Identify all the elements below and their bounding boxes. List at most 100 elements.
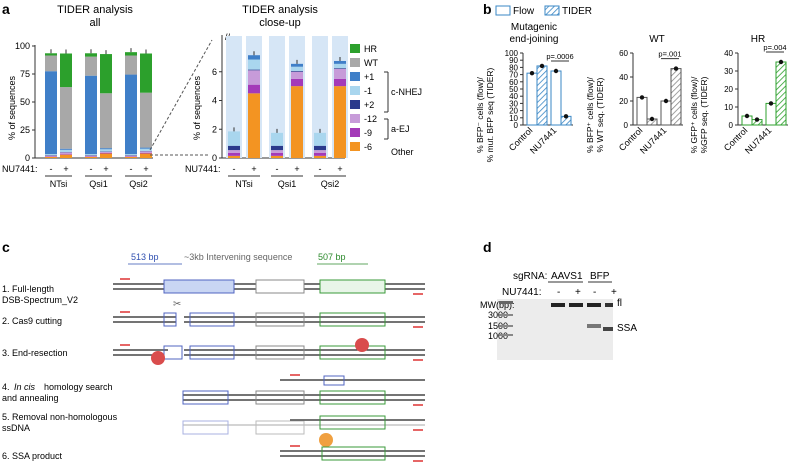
bar-segment--12 — [45, 155, 57, 157]
panel-d-gel: sgRNA: AAVS1 BFP NU7441: - + - + MW(bp):… — [480, 271, 637, 360]
y-tick-label: 20 — [619, 97, 628, 106]
bar-segment--6 — [85, 156, 97, 158]
step-4-italic: In cis — [14, 382, 36, 392]
ladder-band — [499, 325, 513, 327]
bar-segment--9 — [125, 156, 137, 157]
bar-segment-HR — [45, 53, 57, 56]
bar-segment-WT — [125, 55, 137, 75]
mw-3000: 3000 — [488, 310, 508, 320]
y-tick-label: 0 — [25, 153, 30, 163]
bar-segment--9 — [60, 154, 72, 155]
exonuclease-icon — [151, 351, 165, 365]
y-tick-label: 4 — [212, 96, 217, 106]
bar-segment--9 — [85, 156, 97, 157]
y-axis-label-2b: % WT seq. (TIDER) — [595, 77, 605, 152]
x-label-nu7441: NU7441 — [528, 125, 558, 155]
data-point — [778, 59, 784, 65]
y-axis-label: % of sequences — [192, 75, 202, 140]
nu7441-sign: + — [103, 164, 108, 174]
fl-band — [551, 303, 565, 307]
nu7441-label: NU7441: — [2, 164, 38, 174]
step-6-label: 6. SSA product — [2, 451, 63, 461]
data-point — [663, 98, 669, 104]
nu7441-sign: - — [276, 164, 279, 174]
lane-sign: - — [557, 287, 560, 298]
bar-segment--6 — [314, 155, 326, 158]
lane-sign: - — [593, 287, 596, 298]
y-tick-label: 60 — [619, 49, 628, 58]
construct-ssa-product — [280, 445, 425, 462]
group-label: Qsi1 — [89, 179, 108, 189]
data-point — [529, 70, 535, 76]
ssa-band — [603, 327, 613, 331]
bar-segment--9 — [248, 84, 260, 94]
bar-segment--1 — [125, 154, 137, 156]
y-tick-label: 30 — [724, 67, 733, 76]
bar-segment-+2 — [228, 145, 240, 151]
nu7441-sign: - — [130, 164, 133, 174]
bar-segment--1 — [291, 66, 303, 72]
flow-bar — [660, 100, 672, 126]
group-label: Qsi2 — [321, 179, 340, 189]
data-point — [649, 116, 655, 122]
legend-brackets: c-NHEJ a-EJ Other — [384, 71, 422, 157]
bar-segment--6 — [248, 93, 260, 158]
bar-segment-HR — [125, 52, 137, 56]
flow-bar — [636, 96, 648, 126]
ssa-band — [587, 324, 601, 328]
bar-segment--9 — [314, 152, 326, 156]
data-point — [639, 95, 645, 100]
flow-bar — [765, 102, 777, 126]
bar-segment-+2 — [248, 69, 260, 71]
bar-segment-WT — [60, 87, 72, 149]
chart-title: WT — [649, 34, 665, 45]
legend-label: -6 — [364, 142, 372, 152]
bar-segment-+1 — [85, 75, 97, 155]
y-tick-label: 40 — [509, 92, 518, 101]
legend-label: -12 — [364, 114, 377, 124]
p-value: p=.001 — [658, 50, 681, 59]
bar-segment--9 — [334, 78, 346, 87]
bar-segment-HR — [140, 53, 152, 93]
y-tick-label: 6 — [212, 67, 217, 77]
y-tick-label: 0 — [729, 121, 734, 130]
y-tick-label: 10 — [509, 114, 518, 123]
ladder-band — [499, 301, 513, 304]
bar-segment--9 — [271, 152, 283, 156]
gel-image — [497, 299, 613, 360]
y-tick-label: 75 — [20, 69, 30, 79]
panel-label-c: c — [2, 239, 10, 255]
y-axis-label-2: % BFP⁺ cells (flow)/ — [585, 76, 595, 152]
step-4-label: homology search — [44, 382, 113, 392]
nu7441-sign: - — [319, 164, 322, 174]
bar-segment--12 — [125, 155, 137, 157]
bar-segment--6 — [228, 155, 240, 158]
step-1-label-2: DSB-Spectrum_V2 — [2, 295, 78, 305]
y-tick-label: 0 — [212, 153, 217, 163]
bar-segment-+1 — [248, 55, 260, 60]
legend-label: +1 — [364, 72, 374, 82]
nu7441-sign: + — [337, 164, 342, 174]
group-label: Qsi1 — [278, 179, 297, 189]
bar-segment--9 — [291, 78, 303, 87]
nu7441-sign: + — [294, 164, 299, 174]
y-axis-label-1: % BFP⁻ cells (flow)/ — [475, 76, 485, 152]
nu7441-label: NU7441: — [502, 287, 541, 298]
column-background — [312, 36, 328, 158]
y-axis-label-1b: % mut. BFP seq (TIDER) — [485, 67, 495, 162]
legend-label: WT — [364, 58, 378, 68]
y-tick-label: 0 — [624, 121, 629, 130]
panel-b-legend: Flow TIDER — [495, 5, 592, 17]
chart-title-line1: TIDER analysis — [242, 4, 318, 16]
bar-segment--1 — [314, 132, 326, 146]
bar-segment-WT — [100, 93, 112, 149]
bar-segment-+1 — [45, 71, 57, 155]
ladder-band — [499, 314, 513, 316]
chart-title-line1: Mutagenic — [511, 22, 557, 33]
panel-a-right-chart: TIDER analysis close-up % of sequences /… — [192, 4, 348, 163]
fl-band — [605, 303, 613, 307]
step-4-label-2: and annealing — [2, 393, 59, 403]
y-tick-label: 10 — [724, 103, 733, 112]
bar-segment-WT — [140, 92, 152, 148]
y-axis-label: % of sequences — [7, 75, 17, 140]
